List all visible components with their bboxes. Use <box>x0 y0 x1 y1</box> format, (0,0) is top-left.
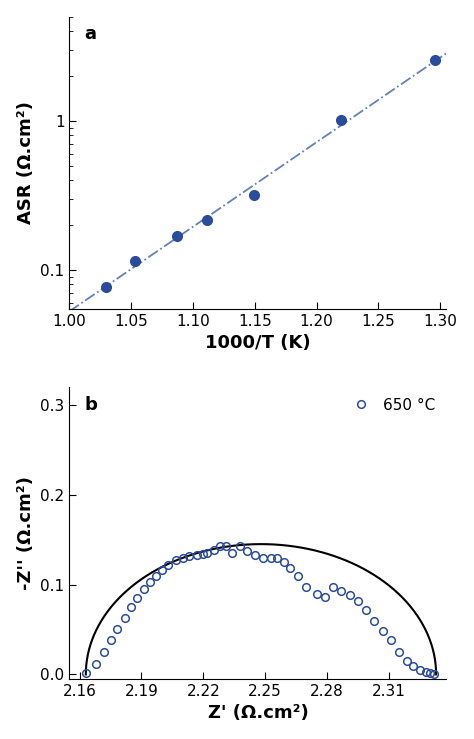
Legend: 650 °C: 650 °C <box>339 392 442 419</box>
X-axis label: Z' (Ω.cm²): Z' (Ω.cm²) <box>208 704 308 722</box>
Y-axis label: ASR (Ω.cm²): ASR (Ω.cm²) <box>17 101 35 224</box>
Text: b: b <box>84 395 97 414</box>
Y-axis label: -Z'' (Ω.cm²): -Z'' (Ω.cm²) <box>17 476 35 590</box>
X-axis label: 1000/T (K): 1000/T (K) <box>205 334 310 353</box>
Text: a: a <box>84 25 96 44</box>
